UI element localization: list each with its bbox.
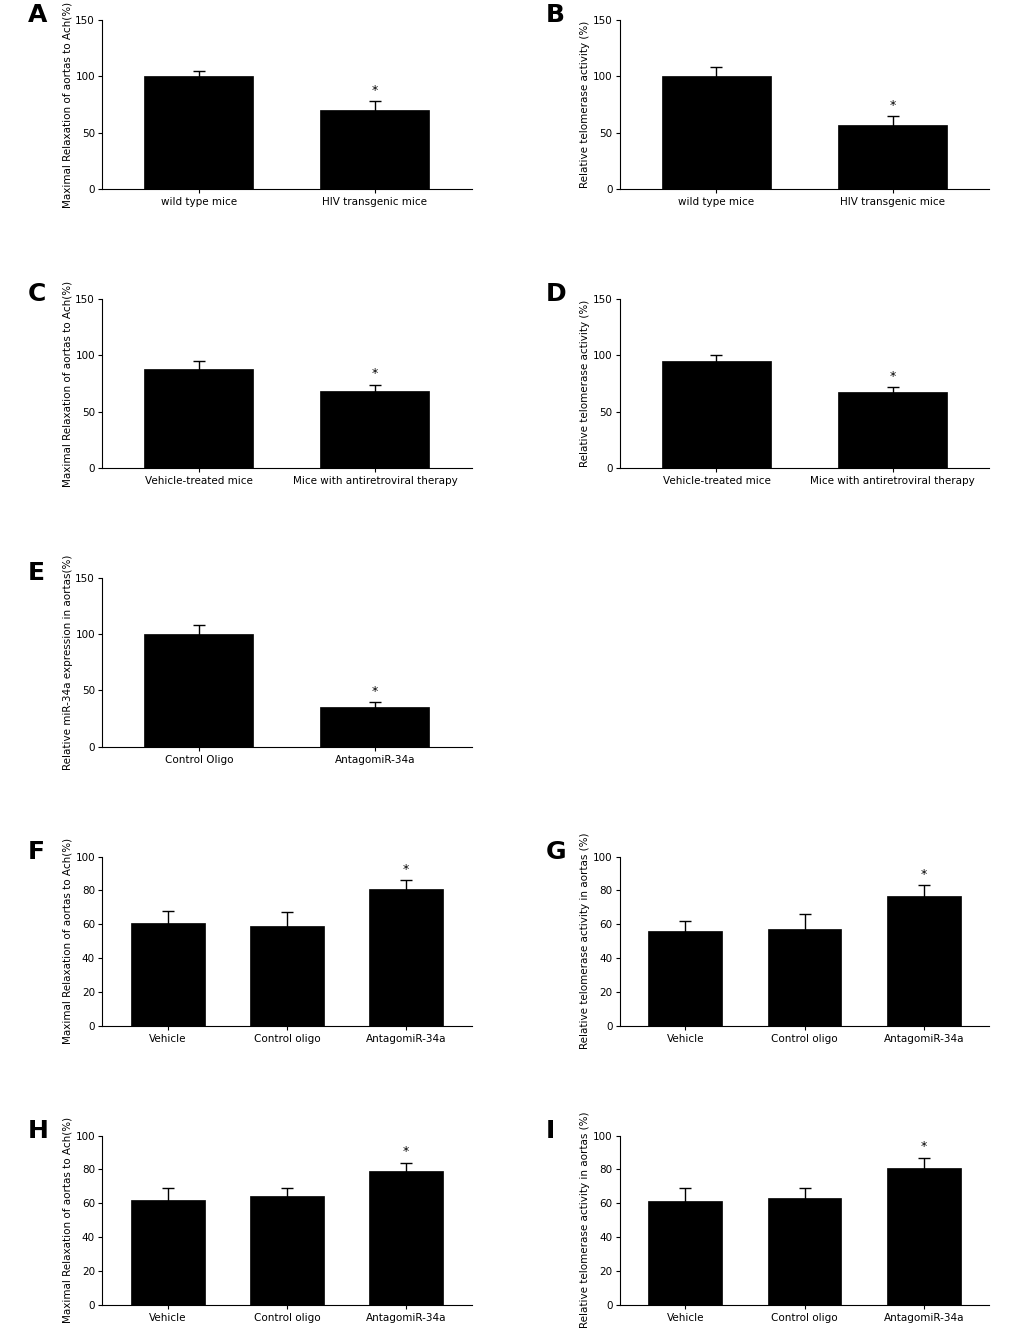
Bar	[886, 895, 960, 1026]
Text: B: B	[545, 3, 565, 27]
Y-axis label: Maximal Relaxation of aortas to Ach(%): Maximal Relaxation of aortas to Ach(%)	[62, 1, 72, 207]
Text: D: D	[545, 282, 566, 306]
Bar	[766, 930, 841, 1026]
Text: *: *	[920, 868, 926, 882]
Bar	[886, 1168, 960, 1305]
Bar	[838, 392, 947, 468]
Text: *: *	[403, 1145, 409, 1159]
Text: H: H	[29, 1119, 49, 1143]
Text: *: *	[403, 863, 409, 876]
Bar	[648, 1202, 721, 1305]
Y-axis label: Maximal Relaxation of aortas to Ach(%): Maximal Relaxation of aortas to Ach(%)	[62, 281, 72, 487]
Bar	[838, 124, 947, 189]
Text: F: F	[29, 840, 45, 864]
Bar	[144, 76, 253, 189]
Bar	[648, 931, 721, 1026]
Y-axis label: Relative telomerase activity in aortas (%): Relative telomerase activity in aortas (…	[580, 834, 590, 1049]
Bar	[144, 369, 253, 468]
Bar	[130, 1200, 205, 1305]
Text: *: *	[371, 84, 378, 96]
Y-axis label: Maximal Relaxation of aortas to Ach(%): Maximal Relaxation of aortas to Ach(%)	[62, 1117, 72, 1323]
Text: *: *	[371, 685, 378, 697]
Text: *: *	[889, 369, 895, 383]
Y-axis label: Maximal Relaxation of aortas to Ach(%): Maximal Relaxation of aortas to Ach(%)	[62, 838, 72, 1044]
Text: E: E	[29, 561, 45, 585]
Text: *: *	[371, 368, 378, 380]
Bar	[661, 361, 770, 468]
Bar	[320, 110, 429, 189]
Y-axis label: Relative telomerase activity in aortas (%): Relative telomerase activity in aortas (…	[580, 1112, 590, 1329]
Y-axis label: Relative telomerase activity (%): Relative telomerase activity (%)	[580, 300, 590, 467]
Bar	[766, 1198, 841, 1305]
Bar	[320, 391, 429, 468]
Bar	[144, 634, 253, 747]
Text: A: A	[29, 3, 47, 27]
Text: *: *	[920, 1140, 926, 1153]
Bar	[130, 923, 205, 1026]
Y-axis label: Relative telomerase activity (%): Relative telomerase activity (%)	[580, 21, 590, 189]
Bar	[250, 926, 324, 1026]
Bar	[320, 708, 429, 747]
Y-axis label: Relative miR-34a expression in aortas(%): Relative miR-34a expression in aortas(%)	[62, 555, 72, 769]
Text: I: I	[545, 1119, 554, 1143]
Text: G: G	[545, 840, 566, 864]
Bar	[661, 76, 770, 189]
Bar	[369, 888, 442, 1026]
Text: *: *	[889, 99, 895, 111]
Bar	[369, 1171, 442, 1305]
Bar	[250, 1196, 324, 1305]
Text: C: C	[29, 282, 47, 306]
